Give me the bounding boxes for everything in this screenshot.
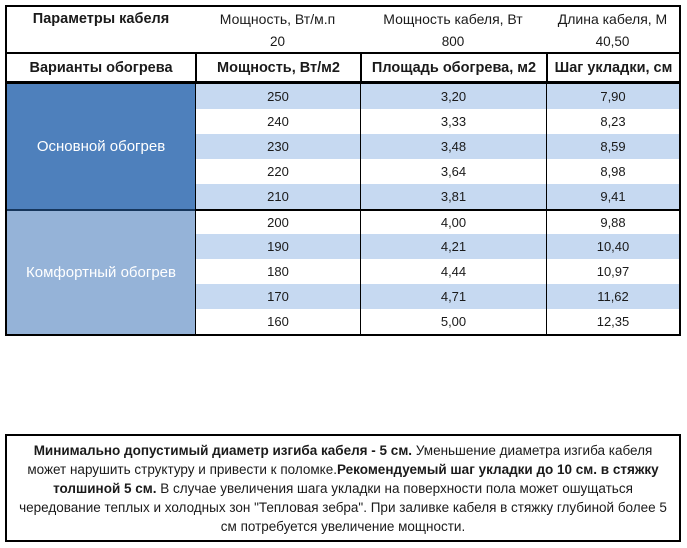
header-power-per-m2: Мощность, Вт/м2 [195,54,360,81]
cable-table: Параметры кабеля Мощность, Вт/м.п Мощнос… [5,5,681,336]
value-cable-length: 40,50 [595,34,630,49]
note-regular-2: В случае увеличения шага укладки на пове… [19,480,667,534]
section-label-comfort-heating: Комфортный обогрев [7,209,195,334]
data-cell: 3,81 [360,184,546,209]
variants-header-row: Варианты обогрева Мощность, Вт/м2 Площад… [7,54,679,84]
data-cell: 8,59 [546,134,679,159]
data-cell: 250 [195,84,360,109]
note-bold-recommended-step: Рекомендуемый шаг укладки до 10 см. в ст… [53,461,659,496]
value-power-per-meter: 20 [269,34,286,49]
data-cell: 3,48 [360,134,546,159]
params-header-cable-length: Длина кабеля, М [557,11,668,27]
data-cell: 3,64 [360,159,546,184]
data-cell: 9,41 [546,184,679,209]
data-cell: 220 [195,159,360,184]
data-cell: 180 [195,259,360,284]
data-cell: 9,88 [546,209,679,234]
data-cell: 4,21 [360,234,546,259]
data-cell: 8,98 [546,159,679,184]
header-laying-step: Шаг укладки, см [546,54,679,81]
params-header-cable-power: Мощность кабеля, Вт [383,11,523,27]
data-cell: 3,20 [360,84,546,109]
data-cell: 230 [195,134,360,159]
data-cell: 5,00 [360,309,546,334]
data-cell: 11,62 [546,284,679,309]
data-cell: 170 [195,284,360,309]
data-cell: 4,44 [360,259,546,284]
params-block: Параметры кабеля Мощность, Вт/м.п Мощнос… [7,7,679,54]
data-cell: 8,23 [546,109,679,134]
params-empty-cell [7,31,195,52]
header-heating-area: Площадь обогрева, м2 [360,54,546,81]
data-cell: 12,35 [546,309,679,334]
data-cell: 10,97 [546,259,679,284]
data-cell: 3,33 [360,109,546,134]
data-cell: 4,00 [360,209,546,234]
params-title: Параметры кабеля [32,11,170,27]
data-rows: Основной обогрев Комфортный обогрев 250 … [7,84,679,334]
section-label-main-heating: Основной обогрев [7,84,195,209]
note-regular-1: Уменьшение диаметра изгиба кабеля может … [27,442,653,477]
variants-title: Варианты обогрева [29,59,173,76]
data-cell: 4,71 [360,284,546,309]
value-cable-power: 800 [441,34,465,49]
data-cell: 160 [195,309,360,334]
note-block: Минимально допустимый диаметр изгиба каб… [5,434,681,542]
data-cell: 7,90 [546,84,679,109]
note-bold-min-diameter: Минимально допустимый диаметр изгиба каб… [33,442,413,458]
data-cell: 200 [195,209,360,234]
params-header-power-per-meter: Мощность, Вт/м.п [219,11,336,27]
data-cell: 210 [195,184,360,209]
data-cell: 10,40 [546,234,679,259]
note-text: Минимально допустимый диаметр изгиба каб… [17,441,669,536]
data-cell: 190 [195,234,360,259]
data-cell: 240 [195,109,360,134]
